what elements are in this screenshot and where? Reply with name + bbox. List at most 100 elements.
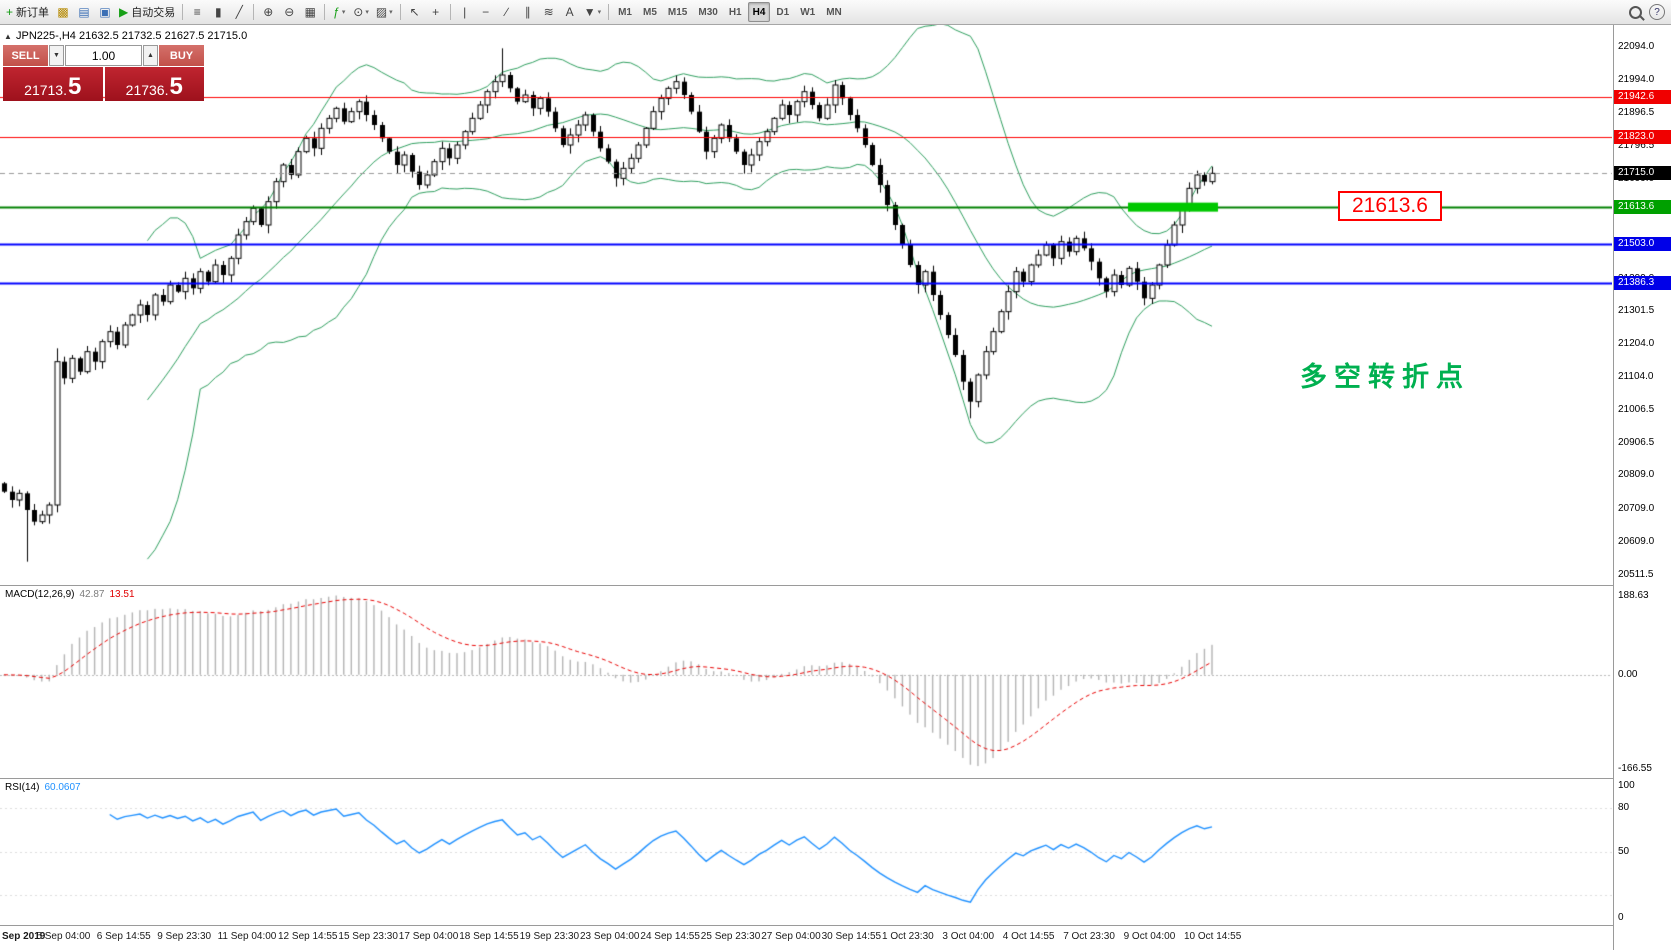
date-axis-label: 5 Sep 04:00 bbox=[36, 931, 91, 942]
date-axis-label: 11 Sep 04:00 bbox=[217, 931, 277, 942]
price-axis-label: -166.55 bbox=[1618, 763, 1652, 774]
market-watch-icon[interactable]: ▤ bbox=[78, 5, 90, 19]
tile-windows-icon[interactable]: ▦ bbox=[304, 5, 316, 19]
price-tag: 21942.6 bbox=[1614, 90, 1671, 105]
turning-point-annotation: 多空转折点 bbox=[1300, 362, 1470, 392]
horizontal-line-icon[interactable]: − bbox=[482, 5, 490, 19]
date-axis-label: 24 Sep 14:55 bbox=[640, 931, 700, 942]
date-axis-label: 18 Sep 14:55 bbox=[459, 931, 519, 942]
timeframe-button-h4[interactable]: H4 bbox=[747, 2, 771, 22]
toolbar-separator bbox=[399, 4, 401, 20]
volume-up-button[interactable]: ▲ bbox=[143, 45, 158, 66]
timeframe-button-w1[interactable]: W1 bbox=[800, 6, 816, 18]
price-axis-label: 80 bbox=[1618, 802, 1630, 813]
date-axis-label: 7 Oct 23:30 bbox=[1063, 931, 1115, 942]
templates-icon-dropdown[interactable]: ▾ bbox=[389, 9, 393, 16]
date-axis-label: 15 Sep 23:30 bbox=[338, 931, 398, 942]
candle-chart-icon[interactable]: ▮ bbox=[214, 5, 222, 19]
timeframe-button-h1[interactable]: H1 bbox=[728, 6, 742, 18]
date-axis-label: 19 Sep 23:30 bbox=[519, 931, 580, 942]
autotrade-button[interactable]: ▶ 自动交易 bbox=[119, 5, 176, 19]
main-chart-canvas[interactable] bbox=[0, 25, 1612, 585]
search-icon bbox=[1628, 5, 1642, 19]
date-axis-label: 1 Oct 23:30 bbox=[882, 931, 934, 942]
new-order-button[interactable]: + 新订单 bbox=[6, 5, 50, 19]
buy-button[interactable]: BUY bbox=[159, 45, 204, 66]
date-axis-label: Sep 2019 bbox=[2, 931, 46, 942]
price-axis-label: 188.63 bbox=[1618, 590, 1649, 601]
timeframe-button-m5[interactable]: M5 bbox=[643, 6, 657, 18]
trendline-icon[interactable]: ∕ bbox=[505, 5, 508, 19]
macd-name: MACD(12,26,9) bbox=[5, 589, 75, 600]
date-axis-label: 9 Sep 23:30 bbox=[157, 931, 212, 942]
toolbar-separator bbox=[608, 4, 610, 20]
one-click-collapse-arrow[interactable]: ▲ bbox=[4, 32, 12, 41]
price-axis-label: 21006.5 bbox=[1618, 403, 1655, 415]
toolbar-separator bbox=[182, 4, 184, 20]
price-tag: 21823.0 bbox=[1614, 130, 1671, 145]
price-axis: 22094.021994.021896.521796.521699.021599… bbox=[1613, 25, 1671, 950]
indicators-icon[interactable]: ƒ ▾ bbox=[333, 5, 346, 19]
timeframe-button-m1[interactable]: M1 bbox=[618, 6, 632, 18]
rsi-panel-canvas[interactable] bbox=[0, 779, 1612, 924]
sell-price-button[interactable]: 21713. 5 bbox=[3, 67, 103, 101]
crosshair-icon[interactable]: + bbox=[432, 5, 440, 19]
indicators-icon-dropdown[interactable]: ▾ bbox=[341, 9, 346, 16]
date-axis-label: 3 Oct 04:00 bbox=[942, 931, 995, 942]
date-axis-label: 9 Oct 04:00 bbox=[1123, 931, 1176, 942]
line-chart-icon[interactable]: ╱ bbox=[235, 5, 243, 19]
price-axis-label: 21301.5 bbox=[1618, 305, 1655, 317]
buy-price-pip: 5 bbox=[169, 73, 183, 100]
search-icon[interactable] bbox=[1625, 2, 1645, 22]
macd-value-main: 42.87 bbox=[79, 589, 105, 600]
main-toolbar: + 新订单 ▩ ▤ ▣ ▶ 自动交易 ≡ ▮ ╱ ⊕ ⊖ ▦ ƒ ▾ ⊙ ▾ ▨ ▾ ↖ + | − ∕ ∥ ≋ A ▼ ▾ M1 M5 M1… bbox=[0, 0, 1671, 25]
cursor-icon[interactable]: ↖ bbox=[409, 5, 420, 19]
price-axis-label: 0 bbox=[1618, 912, 1624, 923]
chart-workspace: ▲ JPN225-,H4 21632.5 21732.5 21627.5 217… bbox=[0, 25, 1671, 950]
price-axis-label: 21796.5 bbox=[1618, 140, 1655, 152]
macd-panel-canvas[interactable] bbox=[0, 586, 1612, 777]
panel-separator[interactable] bbox=[0, 585, 1671, 586]
text-icon[interactable]: A bbox=[565, 5, 574, 19]
period-icon[interactable]: ⊙ ▾ bbox=[353, 5, 369, 19]
vertical-line-icon[interactable]: | bbox=[463, 5, 467, 19]
level-annotation-box: 21613.6 bbox=[1338, 191, 1442, 222]
one-click-trading-panel: SELL ▼ 1.00 ▲ BUY 21713. 5 21736. 5 bbox=[3, 45, 204, 101]
new-chart-icon[interactable]: ▩ bbox=[57, 5, 69, 19]
period-icon-dropdown[interactable]: ▾ bbox=[365, 9, 369, 16]
date-axis-label: 30 Sep 14:55 bbox=[821, 931, 882, 942]
templates-icon[interactable]: ▨ ▾ bbox=[375, 5, 393, 19]
macd-value-signal: 13.51 bbox=[109, 589, 135, 600]
bar-chart-icon[interactable]: ≡ bbox=[193, 5, 201, 19]
zoom-out-icon[interactable]: ⊖ bbox=[284, 5, 295, 19]
arrow-tools-icon-dropdown[interactable]: ▾ bbox=[597, 9, 602, 16]
sell-button[interactable]: SELL bbox=[3, 45, 48, 66]
price-tag: 21613.6 bbox=[1614, 200, 1671, 215]
buy-price-main: 21736. bbox=[125, 82, 169, 99]
date-axis-label: 25 Sep 23:30 bbox=[700, 931, 761, 942]
buy-price-button[interactable]: 21736. 5 bbox=[104, 67, 204, 101]
price-axis-label: 20906.5 bbox=[1618, 436, 1655, 448]
timeframe-button-m15[interactable]: M15 bbox=[667, 6, 688, 18]
date-axis-label: 12 Sep 14:55 bbox=[278, 931, 338, 942]
timeframe-button-mn[interactable]: MN bbox=[826, 6, 842, 18]
price-axis-label: 20511.5 bbox=[1618, 568, 1654, 580]
date-axis-label: 23 Sep 04:00 bbox=[580, 931, 640, 942]
toolbar-separator bbox=[253, 4, 255, 20]
date-axis-label: 17 Sep 04:00 bbox=[398, 931, 459, 942]
timeframe-button-d1[interactable]: D1 bbox=[776, 6, 790, 18]
help-icon[interactable]: ? bbox=[1646, 2, 1668, 22]
navigator-icon[interactable]: ▣ bbox=[99, 5, 111, 19]
price-axis-label: 20709.0 bbox=[1618, 502, 1655, 514]
price-axis-label: 21104.0 bbox=[1618, 371, 1654, 382]
zoom-in-icon[interactable]: ⊕ bbox=[263, 5, 274, 19]
volume-down-button[interactable]: ▼ bbox=[49, 45, 64, 66]
fibonacci-icon[interactable]: ≋ bbox=[543, 5, 554, 19]
sell-price-pip: 5 bbox=[67, 73, 82, 100]
equidistant-channel-icon[interactable]: ∥ bbox=[524, 5, 531, 19]
price-axis-label: 0.00 bbox=[1618, 668, 1638, 680]
panel-separator[interactable] bbox=[0, 778, 1671, 779]
arrow-tools-icon[interactable]: ▼ ▾ bbox=[583, 5, 602, 19]
volume-input[interactable]: 1.00 bbox=[65, 45, 142, 66]
timeframe-button-m30[interactable]: M30 bbox=[698, 6, 718, 18]
